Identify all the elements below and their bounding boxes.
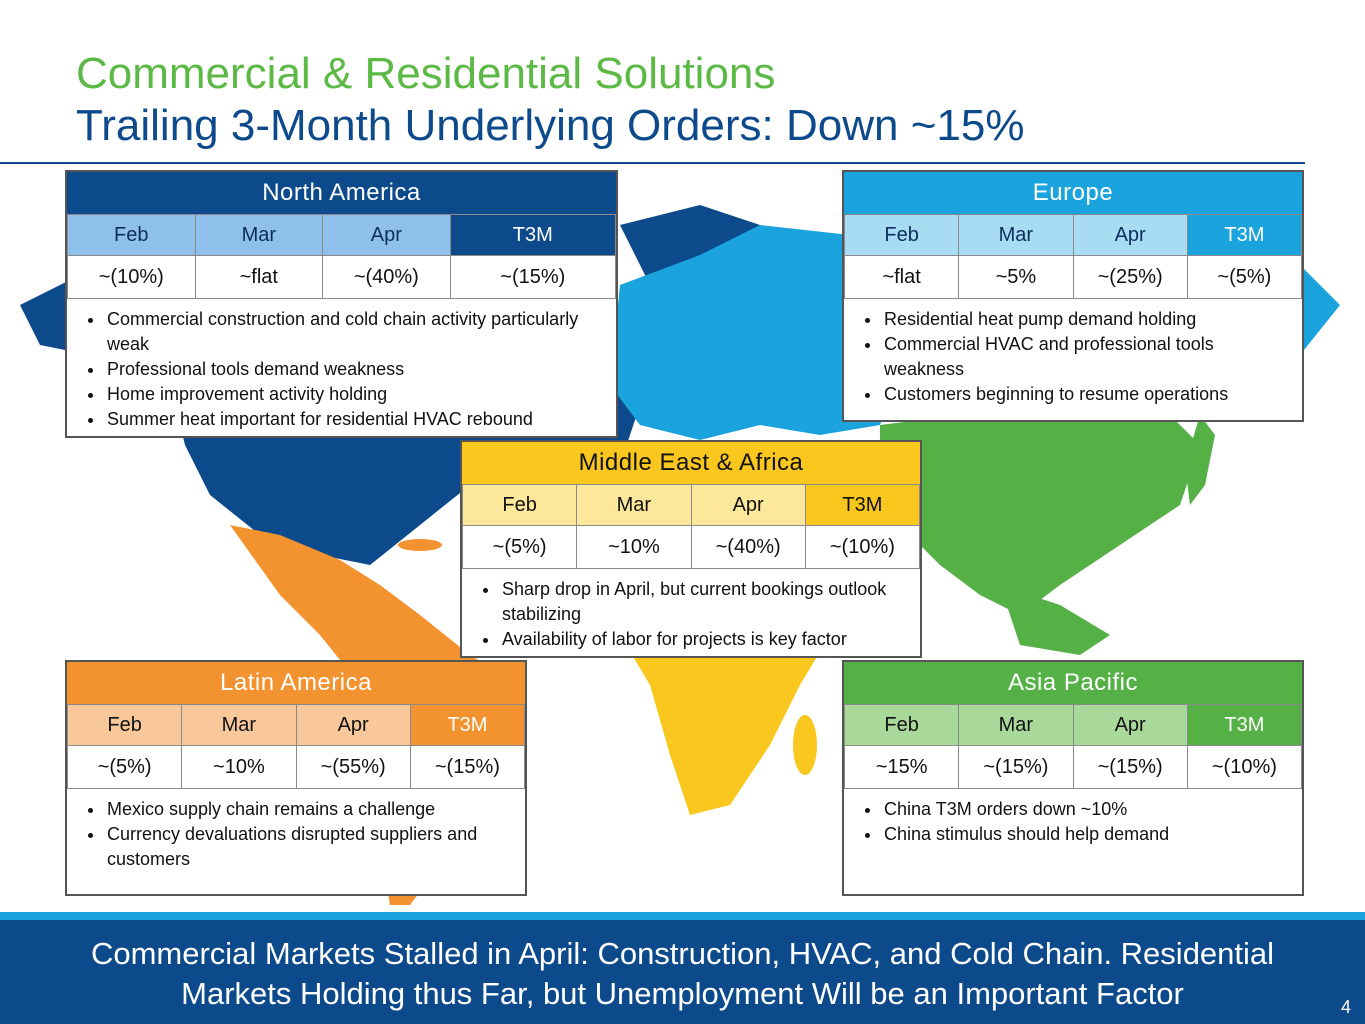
map-asia xyxy=(880,405,1200,615)
latam-header: Latin America xyxy=(67,662,525,704)
apac-bullets: China T3M orders down ~10% China stimulu… xyxy=(844,789,1302,851)
month-feb: Feb xyxy=(66,704,183,746)
month-mar: Mar xyxy=(194,214,324,256)
bullet-item: Mexico supply chain remains a challenge xyxy=(105,797,519,822)
value-feb: ~(5%) xyxy=(461,525,578,569)
title-divider xyxy=(0,162,1305,164)
value-t3m: ~(15%) xyxy=(409,745,526,789)
month-t3m: T3M xyxy=(409,704,526,746)
footer-line-2: Markets Holding thus Far, but Unemployme… xyxy=(181,976,1184,1011)
value-apr: ~(25%) xyxy=(1072,255,1188,299)
latam-bullets: Mexico supply chain remains a challenge … xyxy=(67,789,525,876)
europe-bullets: Residential heat pump demand holding Com… xyxy=(844,299,1302,411)
slide-subtitle: Trailing 3-Month Underlying Orders: Down… xyxy=(76,101,1025,150)
mea-orders-table: Feb Mar Apr T3M ~(5%) ~10% ~(40%) ~(10%) xyxy=(461,484,921,569)
month-feb: Feb xyxy=(843,214,960,256)
month-mar: Mar xyxy=(958,704,1074,746)
bullet-item: Home improvement activity holding xyxy=(105,382,610,407)
month-apr: Apr xyxy=(1072,214,1188,256)
month-mar: Mar xyxy=(181,704,297,746)
month-t3m: T3M xyxy=(1186,704,1303,746)
month-feb: Feb xyxy=(67,214,196,256)
north-america-bullets: Commercial construction and cold chain a… xyxy=(67,299,616,436)
north-america-header: North America xyxy=(67,172,616,214)
footer-message: Commercial Markets Stalled in April: Con… xyxy=(0,934,1365,1014)
map-japan xyxy=(1185,415,1215,505)
month-mar: Mar xyxy=(958,214,1074,256)
value-apr: ~(15%) xyxy=(1072,745,1188,789)
bullet-item: Residential heat pump demand holding xyxy=(882,307,1296,332)
mea-header: Middle East & Africa xyxy=(462,442,920,484)
value-feb: ~flat xyxy=(843,255,960,299)
value-mar: ~10% xyxy=(576,525,692,569)
value-mar: ~(15%) xyxy=(958,745,1074,789)
page-number: 4 xyxy=(1340,997,1351,1017)
value-mar: ~10% xyxy=(181,745,297,789)
footer-accent-band xyxy=(0,912,1365,920)
value-t3m: ~(5%) xyxy=(1186,255,1303,299)
bullet-item: Professional tools demand weakness xyxy=(105,357,610,382)
month-t3m: T3M xyxy=(449,214,617,256)
month-t3m: T3M xyxy=(1186,214,1303,256)
bullet-item: Summer heat important for residential HV… xyxy=(105,407,610,432)
month-mar: Mar xyxy=(576,484,692,526)
month-apr: Apr xyxy=(295,704,411,746)
footer-line-1: Commercial Markets Stalled in April: Con… xyxy=(90,936,1275,971)
value-t3m: ~(10%) xyxy=(804,525,921,569)
apac-header: Asia Pacific xyxy=(844,662,1302,704)
north-america-orders-table: Feb Mar Apr T3M ~(10%) ~flat ~(40%) ~(15… xyxy=(67,214,617,299)
bullet-item: China stimulus should help demand xyxy=(882,822,1296,847)
mea-panel: Middle East & Africa Feb Mar Apr T3M ~(5… xyxy=(460,440,922,658)
bullet-item: China T3M orders down ~10% xyxy=(882,797,1296,822)
map-caribbean xyxy=(398,539,442,551)
bullet-item: Customers beginning to resume operations xyxy=(882,382,1296,407)
apac-panel: Asia Pacific Feb Mar Apr T3M ~15% ~(15%)… xyxy=(842,660,1304,896)
month-apr: Apr xyxy=(690,484,806,526)
map-southeast-asia xyxy=(1000,585,1110,655)
value-t3m: ~(15%) xyxy=(449,255,617,299)
map-madagascar xyxy=(793,715,817,775)
month-feb: Feb xyxy=(461,484,578,526)
value-mar: ~5% xyxy=(958,255,1074,299)
apac-orders-table: Feb Mar Apr T3M ~15% ~(15%) ~(15%) ~(10%… xyxy=(843,704,1303,789)
value-feb: ~(10%) xyxy=(67,255,196,299)
value-t3m: ~(10%) xyxy=(1186,745,1303,789)
bullet-item: Commercial construction and cold chain a… xyxy=(105,307,610,357)
month-feb: Feb xyxy=(843,704,960,746)
month-t3m: T3M xyxy=(804,484,921,526)
slide-title: Commercial & Residential Solutions xyxy=(76,49,776,98)
value-feb: ~(5%) xyxy=(66,745,183,789)
north-america-panel: North America Feb Mar Apr T3M ~(10%) ~fl… xyxy=(65,170,618,438)
bullet-item: Commercial HVAC and professional tools w… xyxy=(882,332,1296,382)
latam-panel: Latin America Feb Mar Apr T3M ~(5%) ~10%… xyxy=(65,660,527,896)
europe-panel: Europe Feb Mar Apr T3M ~flat ~5% ~(25%) … xyxy=(842,170,1304,422)
bullet-item: Sharp drop in April, but current booking… xyxy=(500,577,914,627)
value-apr: ~(40%) xyxy=(690,525,806,569)
value-feb: ~15% xyxy=(843,745,960,789)
europe-header: Europe xyxy=(844,172,1302,214)
value-mar: ~flat xyxy=(194,255,324,299)
mea-bullets: Sharp drop in April, but current booking… xyxy=(462,569,920,656)
bullet-item: Availability of labor for projects is ke… xyxy=(500,627,914,652)
value-apr: ~(55%) xyxy=(295,745,411,789)
europe-orders-table: Feb Mar Apr T3M ~flat ~5% ~(25%) ~(5%) xyxy=(843,214,1303,299)
footer-banner: Commercial Markets Stalled in April: Con… xyxy=(0,912,1365,1024)
month-apr: Apr xyxy=(322,214,451,256)
bullet-item: Currency devaluations disrupted supplier… xyxy=(105,822,519,872)
month-apr: Apr xyxy=(1072,704,1188,746)
value-apr: ~(40%) xyxy=(322,255,451,299)
latam-orders-table: Feb Mar Apr T3M ~(5%) ~10% ~(55%) ~(15%) xyxy=(66,704,526,789)
